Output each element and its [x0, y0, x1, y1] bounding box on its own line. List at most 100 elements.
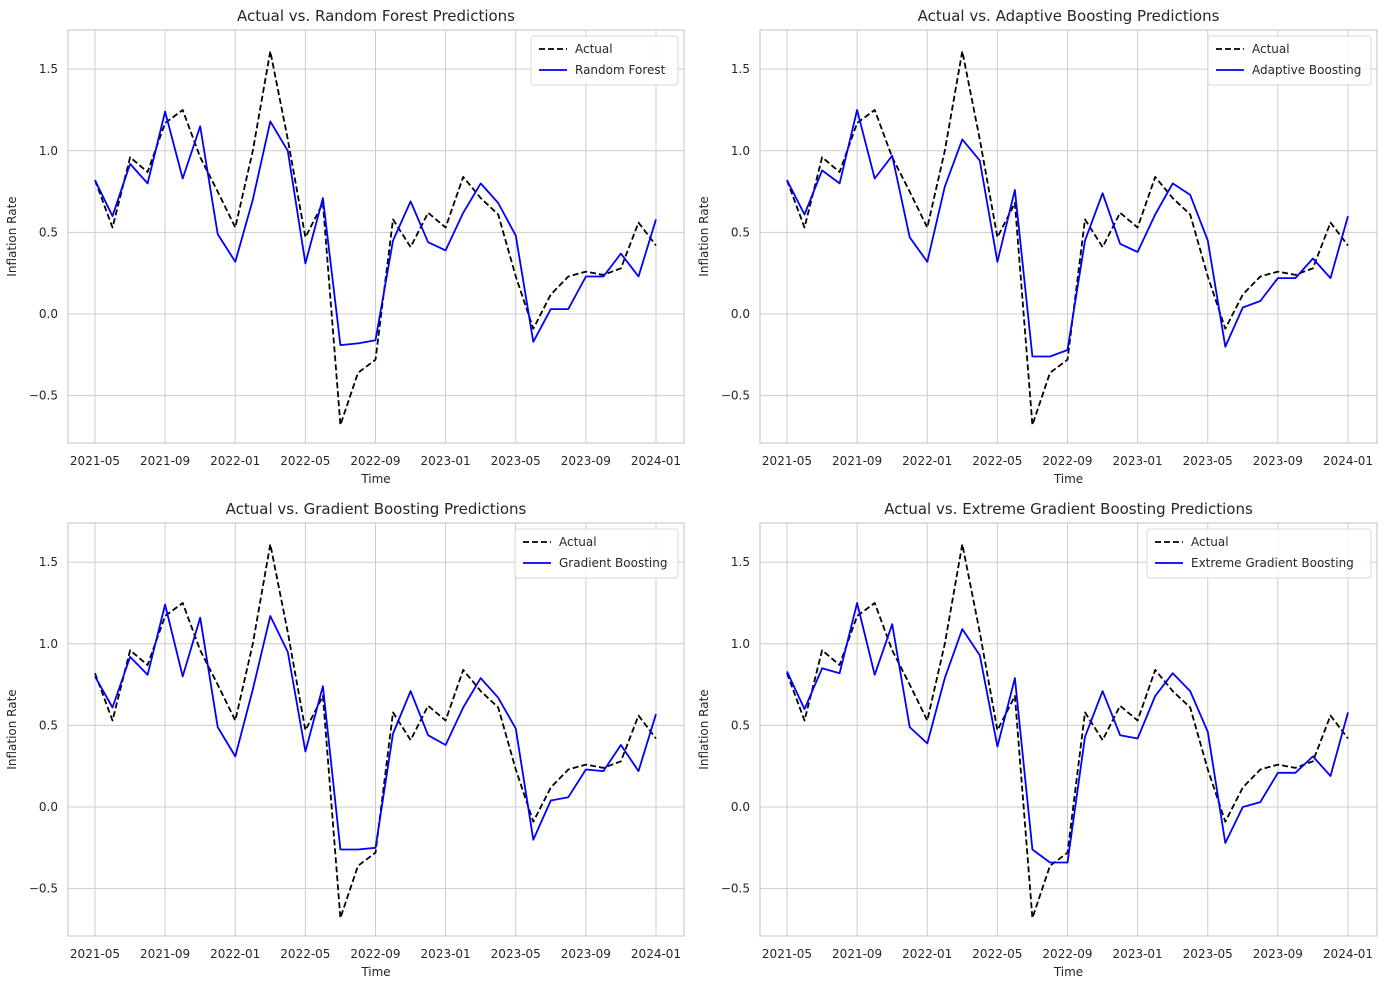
x-tick-label: 2023-09 [561, 947, 611, 961]
x-tick-label: 2021-09 [832, 454, 882, 468]
legend-label: Adaptive Boosting [1252, 63, 1361, 77]
y-axis-label: Inflation Rate [697, 689, 711, 769]
y-tick-label: −0.5 [29, 389, 58, 403]
x-tick-label: 2024-01 [1323, 454, 1373, 468]
chart-title: Actual vs. Gradient Boosting Predictions [226, 500, 527, 518]
y-tick-label: 1.0 [731, 637, 750, 651]
x-tick-label: 2021-09 [832, 947, 882, 961]
y-tick-label: 0.5 [39, 718, 58, 732]
y-tick-label: 0.0 [731, 307, 750, 321]
legend: Actual Gradient Boosting [514, 528, 679, 579]
x-tick-label: 2022-01 [210, 947, 260, 961]
x-tick-label: 2024-01 [631, 454, 681, 468]
x-tick-label: 2021-05 [70, 947, 120, 961]
y-tick-label: 1.0 [39, 144, 58, 158]
y-tick-label: 0.0 [39, 307, 58, 321]
x-tick-label: 2021-05 [762, 454, 812, 468]
chart-panel-3: −0.5 0.0 0.5 1.0 1.5 2021-05 2021-09 2022-01 202… [5, 500, 685, 979]
chart-title: Actual vs. Adaptive Boosting Predictions [918, 7, 1220, 25]
prediction-series-line [94, 110, 657, 347]
chart-title: Actual vs. Extreme Gradient Boosting Pre… [884, 500, 1253, 518]
x-tick-label: 2023-05 [1183, 454, 1233, 468]
chart-panel-2: −0.5 0.0 0.5 1.0 1.5 2021-05 2021-09 2022-01 202… [697, 7, 1378, 486]
y-tick-label: 1.0 [39, 637, 58, 651]
legend: Actual Random Forest [530, 35, 679, 86]
x-tick-label: 2023-05 [1183, 947, 1233, 961]
x-axis-label: Time [1053, 472, 1083, 486]
y-tick-label: −0.5 [721, 882, 750, 896]
plot-frame [67, 522, 685, 937]
y-tick-label: 1.5 [39, 555, 58, 569]
x-tick-label: 2021-05 [762, 947, 812, 961]
y-tick-label: 1.0 [731, 144, 750, 158]
prediction-series-line [786, 109, 1349, 358]
x-tick-label: 2022-05 [972, 947, 1022, 961]
legend-label: Actual [1191, 535, 1229, 549]
y-tick-label: 1.5 [39, 62, 58, 76]
plot-frame [67, 29, 685, 444]
prediction-series-line [94, 603, 657, 851]
y-axis-label: Inflation Rate [5, 689, 19, 769]
x-tick-label: 2023-05 [491, 454, 541, 468]
x-tick-label: 2022-05 [280, 454, 330, 468]
legend-label: Actual [559, 535, 597, 549]
x-tick-label: 2022-01 [902, 947, 952, 961]
x-tick-label: 2023-09 [561, 454, 611, 468]
x-tick-label: 2021-05 [70, 454, 120, 468]
y-axis-label: Inflation Rate [697, 196, 711, 276]
x-tick-label: 2022-09 [350, 454, 400, 468]
legend: Actual Extreme Gradient Boosting [1146, 528, 1372, 579]
legend-box [514, 528, 679, 579]
y-tick-label: 0.0 [731, 800, 750, 814]
y-tick-label: 1.5 [731, 62, 750, 76]
y-tick-label: −0.5 [29, 882, 58, 896]
legend-box [530, 35, 679, 86]
x-tick-label: 2022-01 [902, 454, 952, 468]
legend-label: Gradient Boosting [559, 556, 667, 570]
x-tick-label: 2021-09 [140, 454, 190, 468]
legend-label: Actual [1252, 42, 1290, 56]
legend: Actual Adaptive Boosting [1207, 35, 1372, 86]
y-tick-label: −0.5 [721, 389, 750, 403]
y-tick-label: 0.5 [39, 225, 58, 239]
y-tick-label: 1.5 [731, 555, 750, 569]
x-tick-label: 2023-01 [1113, 454, 1163, 468]
x-axis-label: Time [1053, 965, 1083, 979]
y-tick-label: 0.5 [731, 225, 750, 239]
x-tick-label: 2023-09 [1253, 454, 1303, 468]
actual-series-line [786, 50, 1349, 426]
actual-series-line [786, 543, 1349, 919]
y-axis-label: Inflation Rate [5, 196, 19, 276]
actual-series-line [94, 543, 657, 919]
x-tick-label: 2024-01 [1323, 947, 1373, 961]
legend-box [1207, 35, 1372, 86]
x-tick-label: 2023-05 [491, 947, 541, 961]
y-tick-label: 0.5 [731, 718, 750, 732]
y-tick-label: 0.0 [39, 800, 58, 814]
x-tick-label: 2022-09 [350, 947, 400, 961]
x-tick-label: 2021-09 [140, 947, 190, 961]
legend-label: Actual [575, 42, 613, 56]
x-tick-label: 2022-01 [210, 454, 260, 468]
chart-panel-1: −0.5 0.0 0.5 1.0 1.5 2021-05 2021-09 2022-01 202… [5, 7, 685, 486]
x-tick-label: 2023-09 [1253, 947, 1303, 961]
x-tick-label: 2023-01 [421, 454, 471, 468]
x-tick-label: 2022-09 [1042, 454, 1092, 468]
x-tick-label: 2022-05 [280, 947, 330, 961]
chart-title: Actual vs. Random Forest Predictions [237, 7, 515, 25]
x-tick-label: 2023-01 [421, 947, 471, 961]
x-axis-label: Time [360, 472, 390, 486]
x-tick-label: 2024-01 [631, 947, 681, 961]
actual-series-line [94, 50, 657, 426]
plot-frame [759, 29, 1378, 444]
plot-frame [759, 522, 1378, 937]
legend-box [1146, 528, 1372, 579]
x-tick-label: 2023-01 [1113, 947, 1163, 961]
legend-label: Extreme Gradient Boosting [1191, 556, 1354, 570]
x-tick-label: 2022-09 [1042, 947, 1092, 961]
chart-panel-4: −0.5 0.0 0.5 1.0 1.5 2021-05 2021-09 2022-01 202… [697, 500, 1378, 979]
x-tick-label: 2022-05 [972, 454, 1022, 468]
legend-label: Random Forest [575, 63, 666, 77]
x-axis-label: Time [360, 965, 390, 979]
